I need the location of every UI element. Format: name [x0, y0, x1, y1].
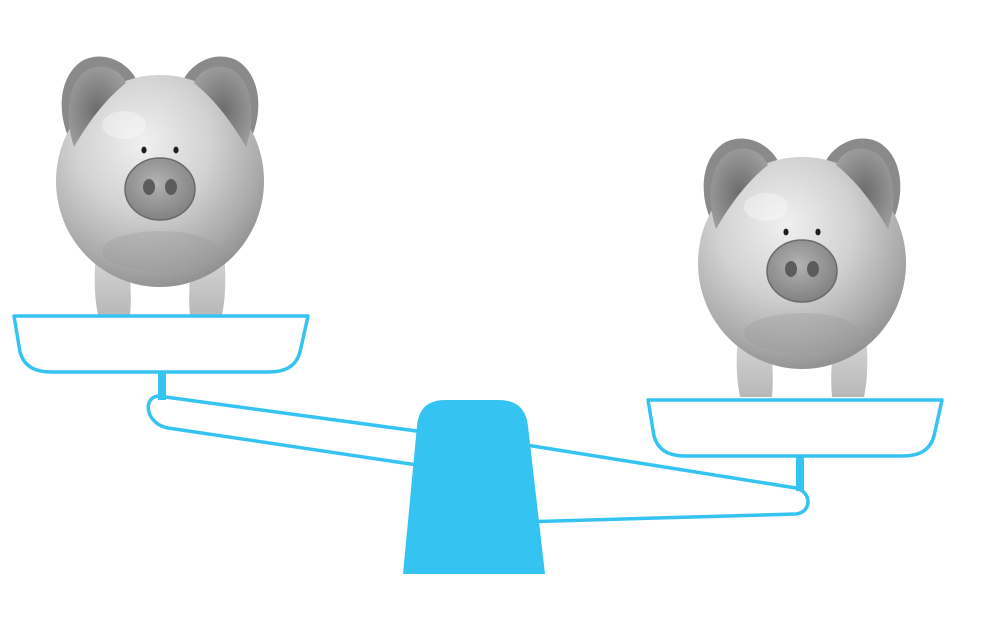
scale-beam: [146, 394, 426, 468]
left-scale-pan: [12, 314, 310, 374]
right-piggy-bank-icon: [697, 137, 907, 398]
right-pan-stem: [796, 455, 804, 491]
left-pan-stem: [158, 370, 166, 400]
right-scale-pan: [646, 398, 944, 458]
left-piggy-bank-icon: [55, 55, 265, 316]
scale-fulcrum: [403, 400, 545, 574]
